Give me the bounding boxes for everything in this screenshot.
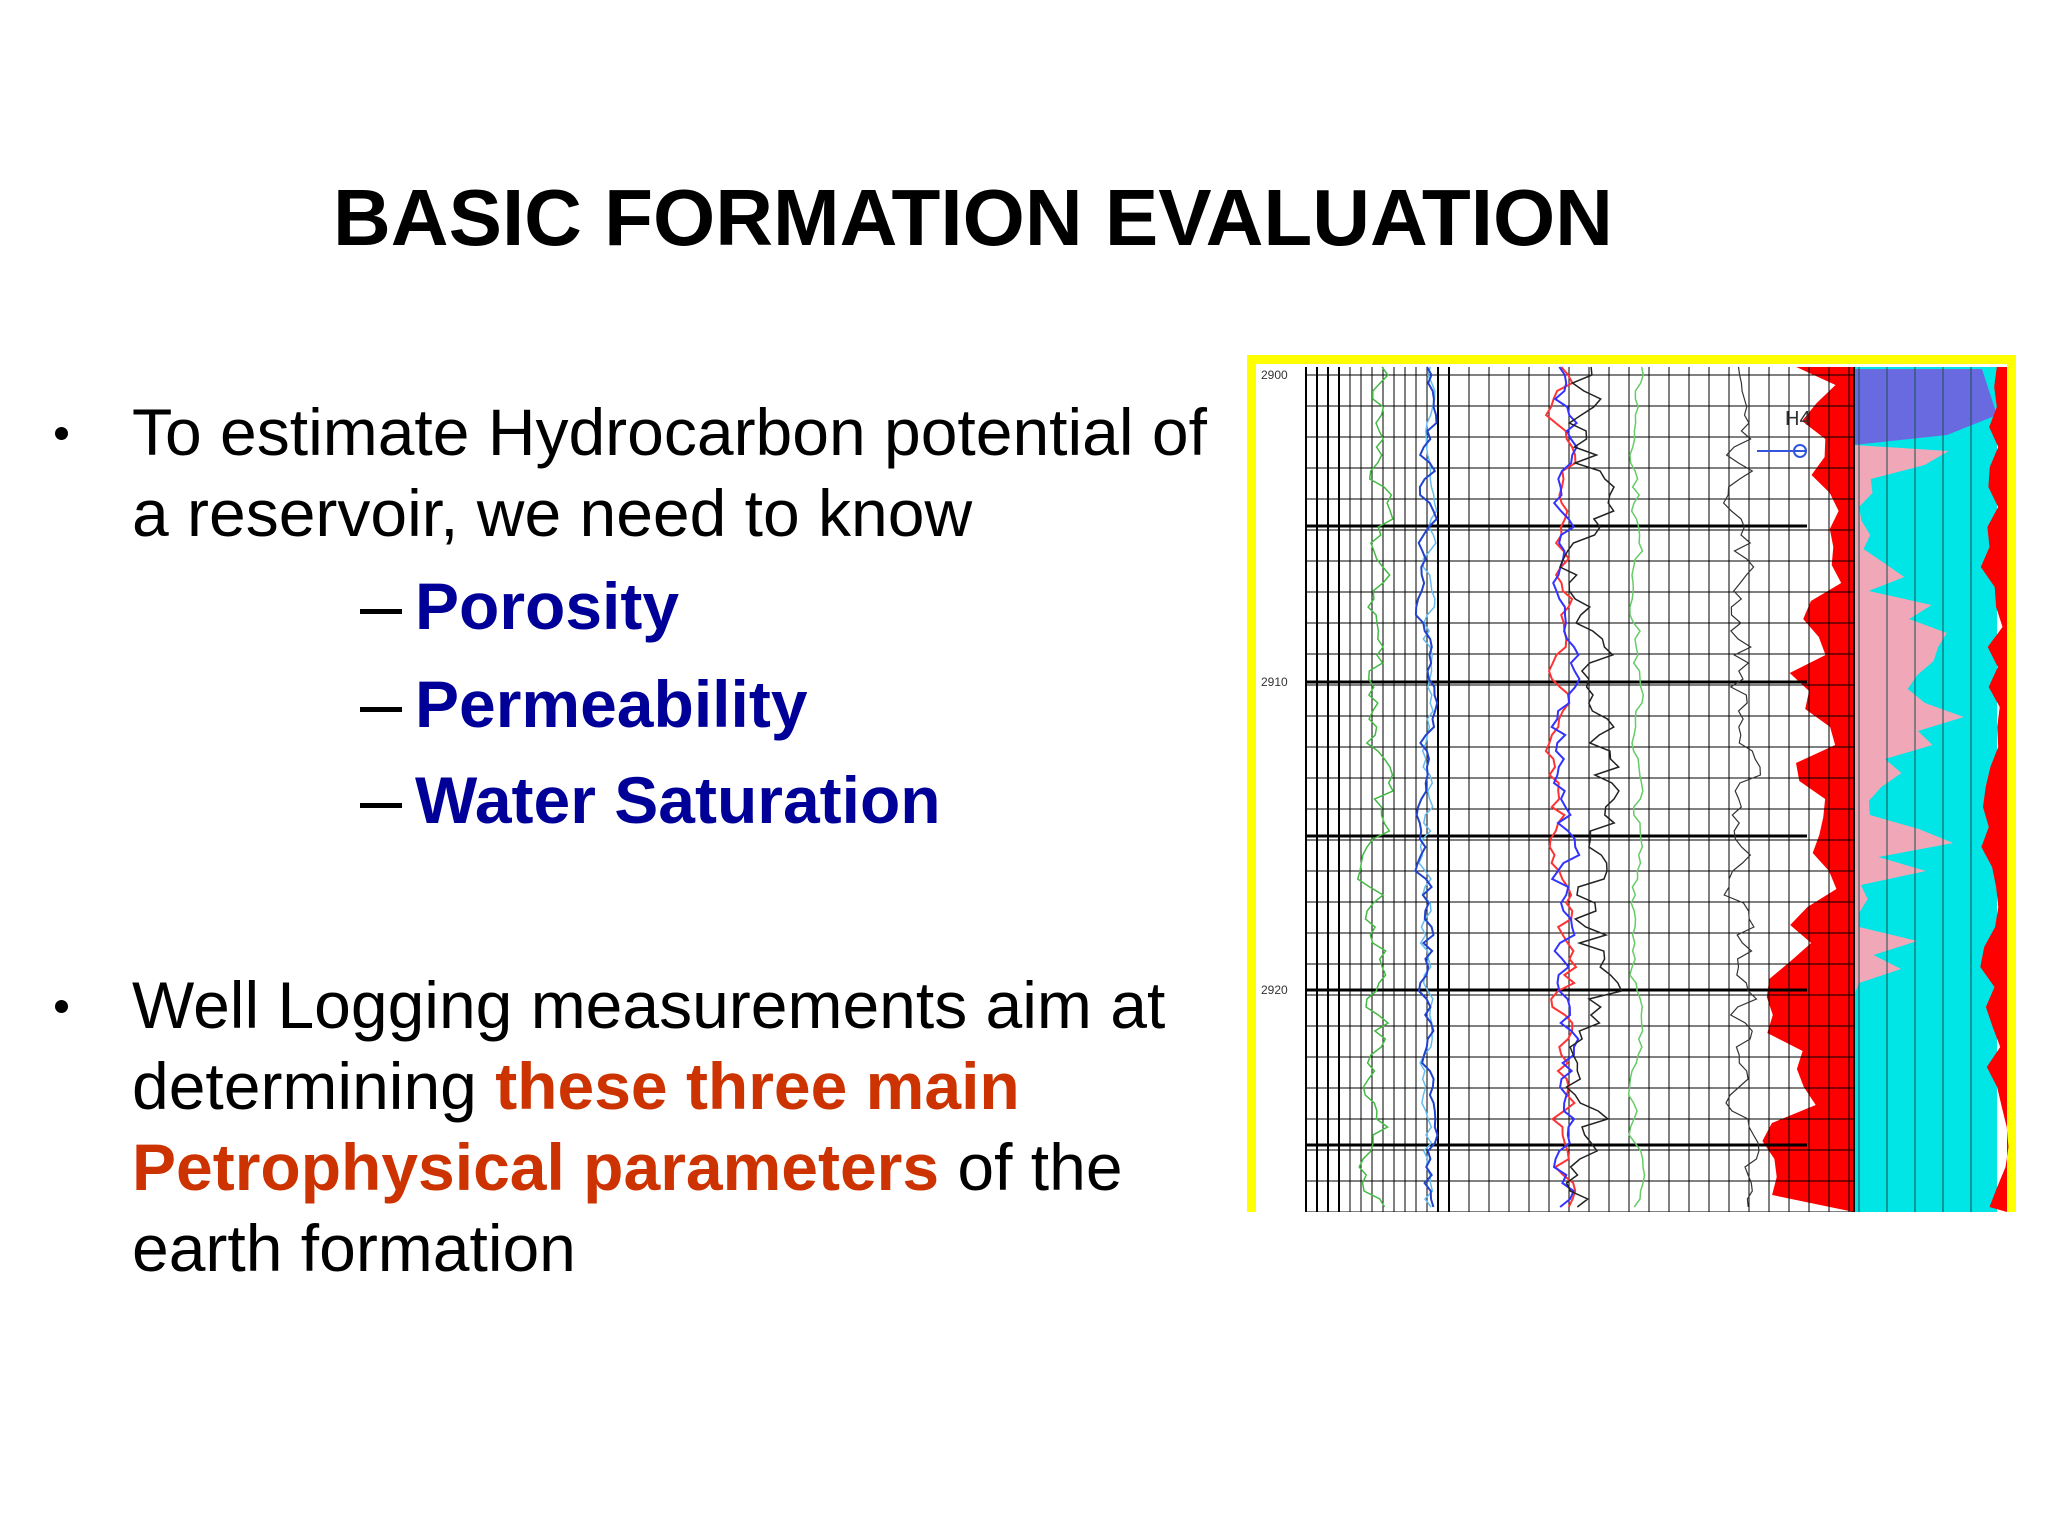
log-curve <box>1414 366 1439 1208</box>
well-log-image: 2900 2910 2920 H4 <box>1247 355 2016 1212</box>
bullet: To estimate Hydrocarbon potential of a r… <box>55 392 1222 554</box>
log-curve <box>1722 366 1762 1208</box>
bullet-text: To estimate Hydrocarbon potential of a r… <box>132 395 1207 550</box>
dash <box>360 803 402 808</box>
slide-title: BASIC FORMATION EVALUATION <box>333 173 1613 262</box>
bullet-dot <box>55 1000 68 1013</box>
dash <box>360 707 402 712</box>
log-curve <box>1356 366 1395 1208</box>
sub-item-text: Water Saturation <box>415 763 941 837</box>
red-fill <box>1762 367 1854 1212</box>
sub-item: Porosity <box>360 568 680 644</box>
depth-label: 2900 <box>1261 368 1288 382</box>
sub-item: Permeability <box>360 666 808 742</box>
bullet-text: Well Logging measurements aim at determi… <box>132 968 1166 1123</box>
red-fill <box>1980 367 2009 1212</box>
sub-item-text: Porosity <box>415 569 680 643</box>
bullet: Well Logging measurements aim at determi… <box>55 965 1222 1289</box>
highlight-text: these three main Petrophysical parameter… <box>132 1049 1020 1204</box>
sub-item-text: Permeability <box>415 667 808 741</box>
log-curve <box>1550 366 1581 1208</box>
depth-label: 2910 <box>1261 675 1288 689</box>
sub-item: Water Saturation <box>360 762 941 838</box>
dash <box>360 609 402 614</box>
marker-dot <box>1793 444 1807 458</box>
bullet-dot <box>55 427 68 440</box>
log-curve <box>1418 366 1438 1208</box>
marker-label: H4 <box>1785 408 1811 430</box>
log-curve <box>1627 366 1646 1208</box>
depth-label: 2920 <box>1261 983 1288 997</box>
blue-fill <box>1854 369 1997 445</box>
bullet-text: of the earth formation <box>132 1130 1123 1285</box>
pink-fill <box>1854 445 1964 995</box>
log-curve <box>1559 366 1623 1208</box>
